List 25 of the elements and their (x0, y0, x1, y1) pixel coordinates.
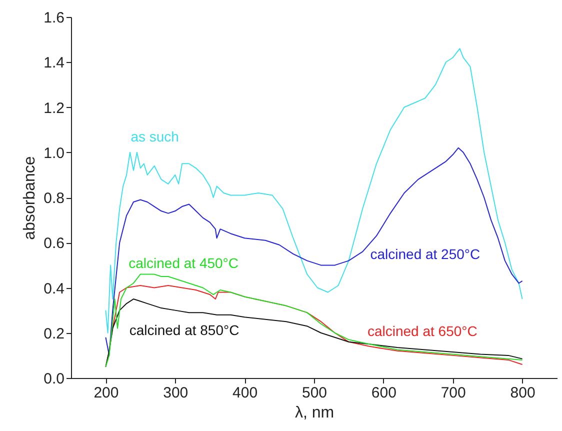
x-tick-label: 800 (510, 384, 536, 402)
series-label: as such (130, 128, 179, 144)
y-tick-label: 1.6 (44, 10, 64, 26)
x-tick-label: 600 (371, 384, 396, 402)
x-axis-title: λ, nm (294, 404, 334, 422)
series-label: calcined at 250°C (370, 246, 480, 262)
series-label: calcined at 850°C (129, 322, 240, 338)
series-label: calcined at 450°C (128, 255, 239, 272)
y-tick-label: 0.0 (44, 370, 64, 388)
x-tick-label: 300 (163, 384, 188, 402)
y-tick-label: 1.2 (44, 100, 64, 117)
series-label: calcined at 650°C (367, 322, 478, 339)
y-axis-title: absorbance (22, 156, 39, 240)
line-series (105, 298, 523, 368)
y-tick-label: 0.2 (44, 325, 64, 342)
y-tick-label: 0.4 (44, 280, 64, 298)
x-tick-label: 200 (94, 384, 119, 402)
y-tick-label: 1.0 (44, 144, 64, 162)
y-tick-label: 1.4 (44, 54, 64, 72)
y-tick-label: 0.6 (44, 235, 64, 252)
x-tick-label: 500 (302, 384, 328, 402)
line-series (105, 147, 523, 356)
x-tick-label: 400 (232, 384, 258, 402)
y-tick-label: 0.8 (44, 190, 64, 207)
x-tick-label: 700 (440, 384, 466, 402)
